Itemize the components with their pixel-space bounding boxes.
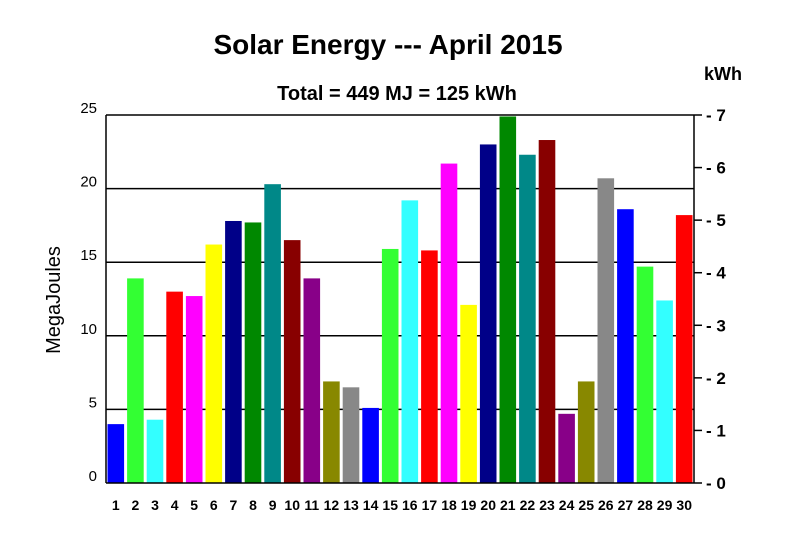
x-tick-label: 11 (304, 497, 319, 513)
bar-day-21 (499, 116, 517, 484)
x-tick-label: 21 (500, 497, 516, 513)
x-tick-label: 18 (441, 497, 457, 513)
bar-day-28 (636, 266, 654, 483)
bar-day-20 (479, 144, 497, 483)
x-tick-label: 6 (210, 497, 218, 513)
x-tick-label: 4 (171, 497, 179, 513)
bar-day-30 (675, 215, 693, 483)
x-tick-label: 9 (269, 497, 277, 513)
y-right-tick-label: - 1 (706, 421, 726, 440)
y-tick-label: 15 (80, 247, 97, 264)
x-tick-label: 14 (363, 497, 379, 513)
bar-day-4 (166, 291, 183, 483)
y-right-tick-label: - 7 (706, 106, 726, 125)
y-tick-label: 20 (80, 174, 97, 191)
x-tick-label: 30 (676, 497, 692, 513)
x-tick-label: 17 (422, 497, 438, 513)
bar-day-23 (538, 140, 556, 484)
bar-day-18 (440, 163, 458, 484)
x-tick-label: 19 (461, 497, 477, 513)
bar-day-24 (558, 413, 575, 483)
bar-day-26 (597, 178, 615, 483)
y-right-tick-label: - 6 (706, 159, 726, 178)
bar-day-7 (225, 220, 242, 483)
bar-day-11 (303, 278, 321, 483)
x-tick-label: 24 (559, 497, 575, 513)
chart-subtitle: Total = 449 MJ = 125 kWh (277, 83, 517, 105)
bar-day-9 (264, 184, 281, 483)
chart-title: Solar Energy --- April 2015 (213, 29, 562, 60)
bar-day-6 (205, 244, 223, 483)
x-tick-label: 2 (132, 497, 140, 513)
bar-day-2 (127, 278, 144, 483)
y-tick-label: 0 (89, 468, 97, 485)
y-tick-label: 5 (89, 394, 97, 411)
y-axis-right-label: kWh (704, 64, 742, 84)
x-tick-label: 1 (112, 497, 120, 513)
x-tick-label: 10 (284, 497, 300, 513)
bar-day-25 (577, 381, 595, 483)
x-tick-label: 3 (151, 497, 159, 513)
bar-day-13 (342, 387, 360, 483)
bar-day-14 (362, 407, 379, 483)
y-axis-label: MegaJoules (43, 246, 65, 354)
grid-lines (106, 114, 694, 411)
x-tick-label: 15 (382, 497, 398, 513)
y-right-tick-label: - 0 (706, 474, 726, 493)
bar-day-22 (519, 154, 536, 483)
x-tick-label: 12 (324, 497, 340, 513)
y-right-tick-label: - 4 (706, 264, 726, 283)
y-right-tick-label: - 3 (706, 316, 726, 335)
bar-day-10 (283, 240, 301, 483)
x-tick-label: 7 (230, 497, 238, 513)
y-right-tick-label: - 2 (706, 369, 726, 388)
bars (107, 116, 693, 484)
bar-day-15 (381, 248, 399, 483)
x-tick-label: 28 (637, 497, 653, 513)
x-tick-label: 8 (249, 497, 257, 513)
x-tick-label: 13 (343, 497, 359, 513)
x-tick-label: 29 (657, 497, 673, 513)
bar-day-1 (107, 424, 125, 483)
y-tick-label: 25 (80, 100, 97, 117)
x-tick-label: 22 (520, 497, 536, 513)
bar-day-8 (244, 222, 262, 483)
bar-day-5 (185, 296, 203, 483)
bar-day-3 (146, 419, 164, 483)
x-tick-label: 25 (578, 497, 594, 513)
x-tick-label: 27 (618, 497, 634, 513)
bar-day-29 (656, 300, 673, 483)
bar-day-19 (460, 304, 477, 483)
x-tick-label: 26 (598, 497, 614, 513)
x-tick-label: 20 (480, 497, 496, 513)
bar-day-12 (323, 381, 340, 483)
y-tick-label: 10 (80, 321, 97, 338)
bar-day-27 (617, 209, 634, 483)
x-tick-label: 16 (402, 497, 418, 513)
y-right-tick-label: - 5 (706, 211, 726, 230)
bar-day-17 (421, 250, 438, 483)
x-tick-label: 5 (190, 497, 198, 513)
x-tick-label: 23 (539, 497, 555, 513)
axes (105, 115, 695, 484)
bar-day-16 (401, 200, 419, 483)
